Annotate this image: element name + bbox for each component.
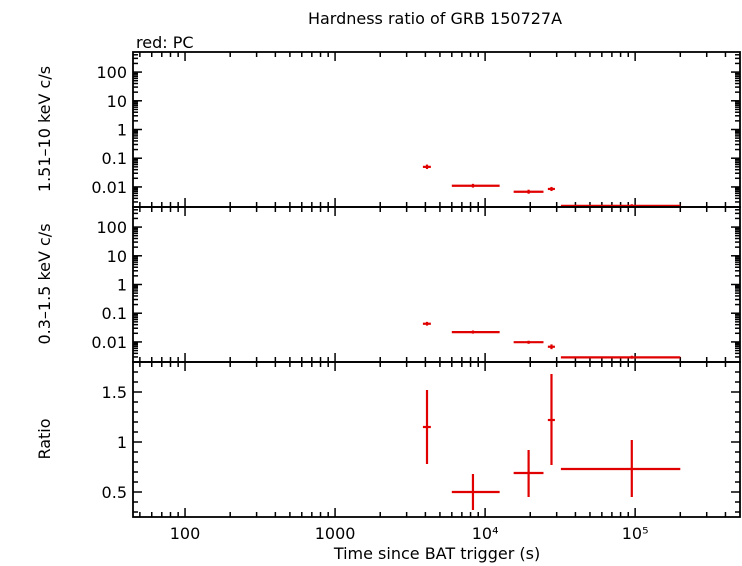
- panel-middle-y-label: 0.3–1.5 keV c/s: [35, 223, 54, 344]
- y-tick-label: 10: [107, 247, 127, 266]
- data-point: [513, 340, 544, 344]
- data-point: [547, 374, 555, 465]
- data-point: [560, 440, 681, 497]
- data-point: [513, 450, 544, 497]
- y-tick-label: 10: [107, 92, 127, 111]
- panel-top-y-label: 1.51–10 keV c/s: [35, 66, 54, 192]
- chart-title: Hardness ratio of GRB 150727A: [308, 9, 562, 28]
- y-tick-label: 0.1: [102, 304, 127, 323]
- data-point: [451, 330, 500, 334]
- y-tick-label: 0.01: [91, 178, 127, 197]
- x-tick-label: 10⁴: [472, 524, 499, 543]
- panel-frame: [132, 361, 741, 518]
- y-tick-label: 1: [117, 433, 127, 452]
- data-point: [547, 186, 555, 192]
- data-point: [451, 474, 500, 510]
- frame-layer: [132, 51, 741, 518]
- y-tick-label: 0.5: [102, 483, 127, 502]
- x-tick-label: 10⁵: [622, 524, 649, 543]
- data-point: [560, 355, 681, 359]
- data-point: [513, 189, 544, 194]
- chart-subtitle: red: PC: [136, 33, 194, 52]
- x-tick-label: 1000: [315, 524, 356, 543]
- y-tick-label: 1: [117, 121, 127, 140]
- data-layer: [422, 164, 681, 510]
- y-tick-label: 0.01: [91, 333, 127, 352]
- axes-layer: 100 10 1 0.1 0.01 100 10 1 0.1 0.01 0.5 1 1.5 100 1000…: [91, 52, 740, 543]
- data-point: [422, 321, 431, 326]
- data-point: [547, 344, 555, 350]
- panel-frame: [132, 51, 741, 208]
- data-point: [422, 164, 431, 170]
- panel-bottom-y-label: Ratio: [35, 418, 54, 459]
- y-tick-label: 1: [117, 276, 127, 295]
- data-point: [422, 390, 431, 464]
- data-point: [451, 183, 500, 188]
- y-tick-label: 0.1: [102, 149, 127, 168]
- y-tick-label: 1.5: [102, 383, 127, 402]
- x-tick-label: 100: [170, 524, 201, 543]
- panel-frame: [132, 206, 741, 363]
- y-tick-label: 100: [96, 63, 127, 82]
- x-axis-label: Time since BAT trigger (s): [333, 544, 540, 563]
- y-tick-label: 100: [96, 218, 127, 237]
